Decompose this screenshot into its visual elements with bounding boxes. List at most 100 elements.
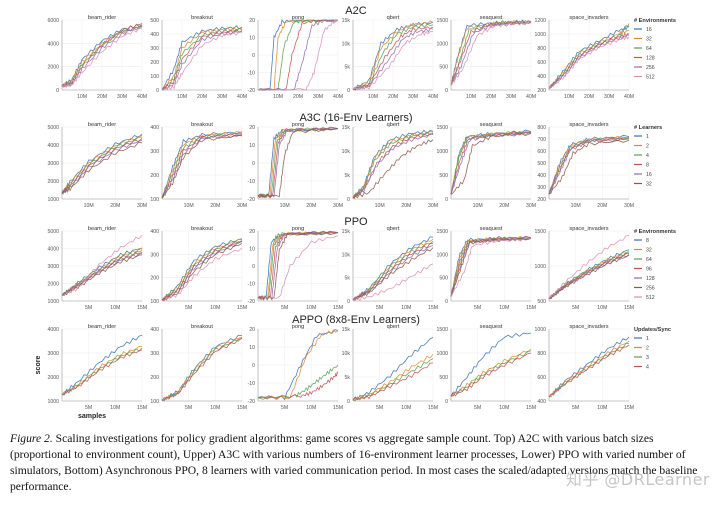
series-line — [548, 25, 630, 89]
x-tick-label: 5M — [85, 305, 92, 311]
row-title: A2C — [345, 5, 366, 17]
x-tick-label: 30M — [526, 203, 536, 209]
y-tick-label: 2000 — [47, 179, 59, 185]
series-line — [161, 25, 243, 90]
legend-entry: 128 — [646, 276, 655, 282]
legend-entry: 32 — [646, 182, 652, 188]
y-tick-label: 10 — [249, 247, 255, 253]
series-line — [450, 348, 532, 397]
series-line — [450, 132, 532, 195]
series-line — [257, 329, 339, 400]
series-line — [161, 338, 243, 401]
legend: Updates/Sync 1 2 3 4 — [634, 327, 671, 371]
panel-breakout: 0 100 200 300 400 500 10M 20M 30M 40M breakout — [150, 15, 247, 100]
y-tick-label: 0 — [252, 363, 255, 369]
panel-title: breakout — [191, 226, 213, 232]
series-line — [257, 128, 339, 199]
panel-pong: -20 -10 0 10 20 10M 20M 30M pong — [248, 122, 344, 209]
x-tick-label: 20M — [210, 203, 220, 209]
y-tick-label: 500 — [439, 375, 448, 381]
x-tick-label: 15M — [333, 405, 343, 411]
y-tick-label: 1500 — [436, 125, 448, 131]
y-tick-label: 4000 — [47, 143, 59, 149]
y-tick-label: 0 — [252, 264, 255, 270]
series-line — [450, 350, 532, 397]
y-tick-label: 3000 — [47, 161, 59, 167]
series-line — [450, 236, 532, 297]
x-tick-label: 15M — [237, 405, 247, 411]
y-tick-label: 20 — [249, 125, 255, 131]
panel-title: qbert — [387, 122, 400, 128]
panel-qbert: 0 5k 10k 15k 10M 20M 30M 40M qbert — [342, 15, 438, 100]
series-line — [257, 329, 339, 401]
y-tick-label: 600 — [537, 149, 546, 155]
series-line — [450, 131, 532, 195]
panel-title: qbert — [387, 324, 400, 330]
y-tick-label: 400 — [537, 173, 546, 179]
series-line — [352, 241, 434, 301]
y-tick-label: 500 — [439, 173, 448, 179]
y-tick-label: 200 — [150, 276, 159, 282]
y-tick-label: 1000 — [436, 252, 448, 258]
legend-entry: 64 — [646, 257, 652, 263]
y-tick-label: 4000 — [47, 247, 59, 253]
panel-breakout: 100 200 300 400 10M 20M 30M breakout — [150, 122, 247, 209]
y-tick-label: 1000 — [47, 197, 59, 203]
series-line — [61, 349, 143, 396]
x-tick-label: 5M — [572, 305, 579, 311]
x-tick-label: 20M — [597, 203, 607, 209]
y-tick-label: 10k — [342, 252, 351, 258]
y-tick-label: 4000 — [47, 327, 59, 333]
series-line — [61, 347, 143, 395]
panel-title: seaquest — [480, 324, 503, 330]
x-tick-label: 40M — [333, 94, 343, 100]
y-tick-label: 100 — [150, 74, 159, 80]
panel-title: seaquest — [480, 15, 503, 21]
y-tick-label: 200 — [150, 375, 159, 381]
y-tick-label: 5k — [345, 375, 351, 381]
y-tick-label: 400 — [150, 327, 159, 333]
y-tick-label: 500 — [439, 276, 448, 282]
series-line — [548, 137, 630, 195]
series-line — [161, 240, 243, 301]
watermark: 知乎 @DRLearner — [565, 470, 710, 489]
legend: # Environments 16 32 64 128 256 512 — [634, 18, 676, 81]
x-tick-label: 15M — [428, 405, 438, 411]
y-tick-label: 500 — [439, 65, 448, 71]
y-axis-label: score — [35, 356, 42, 375]
y-tick-label: 10k — [342, 41, 351, 47]
x-tick-label: 20M — [401, 203, 411, 209]
panel-title: seaquest — [480, 122, 503, 128]
y-tick-label: 1500 — [436, 18, 448, 24]
legend-entry: 16 — [646, 27, 652, 33]
y-tick-label: 1000 — [436, 351, 448, 357]
series-line — [352, 354, 434, 401]
y-tick-label: 1000 — [534, 327, 546, 333]
series-line — [61, 251, 143, 296]
y-tick-label: 3000 — [47, 351, 59, 357]
series-line — [450, 332, 532, 397]
y-tick-label: 1000 — [436, 149, 448, 155]
panel-seaquest: 0 500 1000 1500 10M 20M 30M 40M seaquest — [436, 15, 536, 100]
x-tick-label: 40M — [237, 94, 247, 100]
legend-title: # Learners — [634, 125, 662, 131]
legend-entry: 4 — [646, 365, 649, 371]
y-tick-label: -10 — [248, 282, 256, 288]
series-line — [352, 362, 434, 401]
panel-breakout: 100 200 300 400 5M 10M 15M breakout — [150, 226, 247, 311]
x-tick-label: 10M — [597, 405, 607, 411]
series-line — [161, 239, 243, 301]
y-tick-label: 300 — [537, 185, 546, 191]
y-tick-label: 700 — [537, 137, 546, 143]
series-line — [61, 27, 143, 89]
series-line — [450, 236, 532, 297]
y-tick-label: 6000 — [47, 18, 59, 24]
y-tick-label: 10k — [342, 351, 351, 357]
legend-title: Updates/Sync — [634, 327, 671, 333]
y-tick-label: 20 — [249, 327, 255, 333]
series-line — [548, 250, 630, 300]
series-line — [548, 336, 630, 398]
series-line — [548, 251, 630, 300]
series-line — [161, 238, 243, 301]
y-tick-label: 0 — [252, 161, 255, 167]
